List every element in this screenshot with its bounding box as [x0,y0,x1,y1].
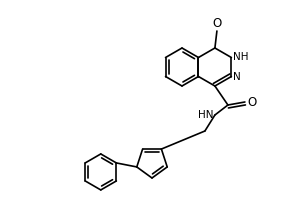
Text: O: O [247,96,256,108]
Text: NH: NH [233,52,249,62]
Text: O: O [212,17,221,30]
Text: N: N [233,72,241,82]
Text: HN: HN [198,110,214,120]
